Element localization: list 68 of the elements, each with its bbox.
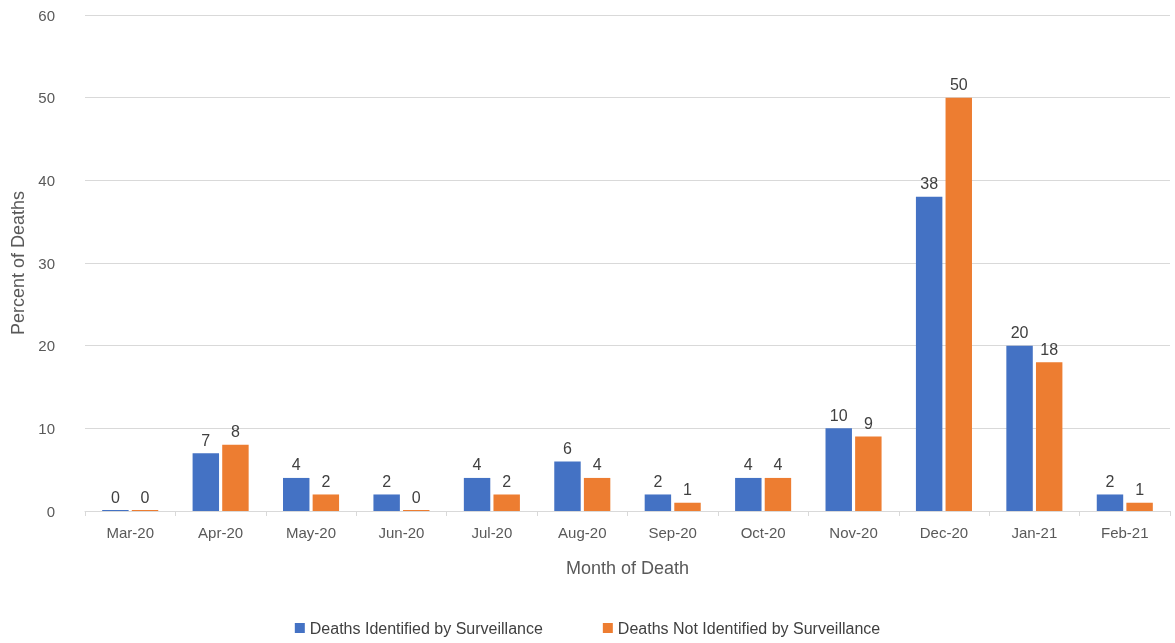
x-tick-label: Apr-20 [198, 524, 244, 541]
data-label: 2 [502, 472, 512, 490]
x-tick-label: Aug-20 [558, 524, 607, 541]
data-label: 4 [291, 456, 301, 474]
x-axis-title: Month of Death [565, 558, 690, 578]
data-label: 18 [1040, 340, 1059, 358]
x-tick-label: Dec-20 [919, 524, 969, 541]
data-label: 2 [653, 472, 663, 490]
bar [312, 494, 340, 511]
y-axis-title: Percent of Deaths [8, 190, 29, 336]
data-label: 0 [110, 488, 120, 506]
data-label: 2 [1105, 472, 1115, 490]
data-label: 10 [829, 406, 848, 424]
y-tick-label: 40 [38, 171, 55, 189]
bar [855, 436, 882, 511]
y-tick-label: 50 [38, 89, 55, 107]
x-tick-label: Sep-20 [648, 524, 697, 541]
x-tick-label: Feb-21 [1101, 524, 1149, 541]
bar [373, 494, 400, 511]
data-label: 2 [321, 472, 331, 490]
data-label: 0 [140, 488, 150, 506]
data-label: 38 [920, 175, 939, 193]
bar [674, 502, 701, 511]
data-label: 6 [563, 439, 573, 457]
y-tick-label: 30 [38, 254, 55, 272]
y-tick-label: 10 [38, 419, 55, 437]
bar [583, 477, 611, 511]
data-label: 8 [230, 423, 240, 441]
data-label: 4 [743, 456, 753, 474]
x-tick-label: Oct-20 [740, 524, 786, 541]
data-label: 0 [411, 488, 421, 506]
bar [764, 477, 792, 511]
bar [222, 444, 249, 511]
data-label: 4 [773, 456, 783, 474]
bar [1096, 494, 1124, 511]
x-tick-label: Jun-20 [378, 524, 425, 541]
legend-label: Deaths Identified by Surveillance [309, 619, 543, 637]
bar [463, 477, 491, 511]
data-label: 7 [201, 431, 211, 449]
bar [945, 97, 972, 511]
y-tick-label: 20 [38, 337, 55, 355]
x-tick-label: Jan-21 [1011, 524, 1058, 541]
data-label: 2 [382, 472, 392, 490]
y-tick-label: 60 [38, 6, 55, 24]
x-tick-label: May-20 [286, 524, 337, 541]
bar [825, 428, 852, 511]
bar [735, 477, 762, 511]
x-tick-label: Nov-20 [829, 524, 878, 541]
bar [1006, 345, 1033, 511]
data-label: 4 [592, 456, 602, 474]
data-label: 1 [683, 481, 693, 499]
x-tick-label: Mar-20 [106, 524, 154, 541]
bar [1035, 362, 1063, 511]
bar [915, 196, 943, 511]
bar [283, 477, 310, 511]
data-label: 20 [1010, 324, 1029, 342]
legend-label: Deaths Not Identified by Surveillance [617, 619, 881, 637]
data-label: 1 [1135, 481, 1145, 499]
y-tick-label: 0 [46, 502, 55, 520]
x-tick-label: Jul-20 [471, 524, 513, 541]
bar [1126, 502, 1153, 511]
data-label: 50 [949, 76, 968, 94]
bar [554, 461, 581, 511]
data-label: 4 [472, 456, 482, 474]
bar [644, 494, 672, 511]
data-label: 9 [863, 415, 873, 433]
bar [493, 494, 520, 511]
bar [192, 453, 220, 511]
